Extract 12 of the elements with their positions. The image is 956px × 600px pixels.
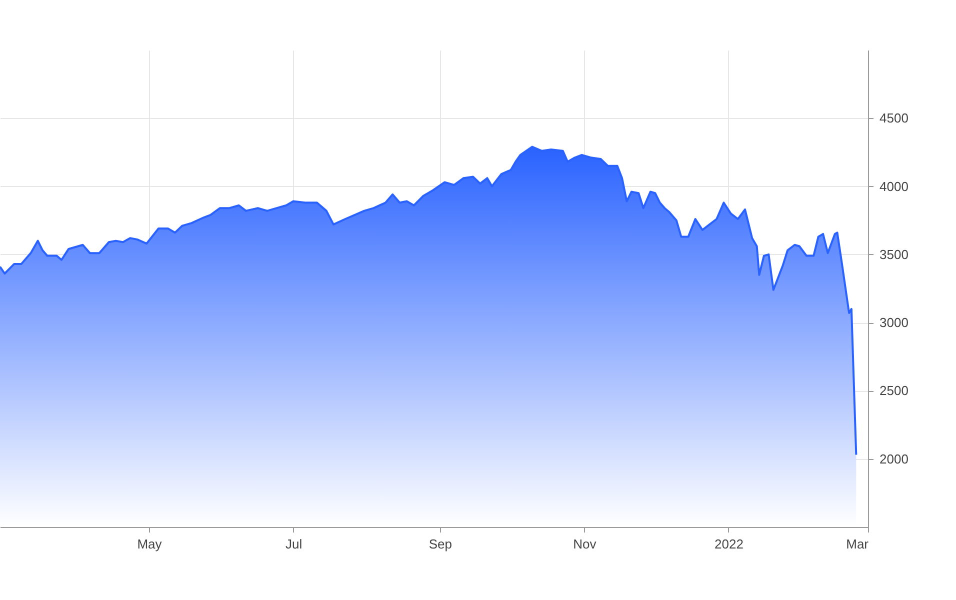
y-tick-label: 3500	[880, 246, 908, 262]
y-tick-label: 2500	[880, 383, 908, 398]
x-tick-label: May	[137, 536, 162, 552]
x-tick-label: 2022	[714, 536, 744, 552]
x-tick-label: Jul	[285, 536, 302, 552]
x-tick-label: Nov	[573, 536, 597, 552]
y-tick-label: 3000	[880, 315, 908, 330]
y-tick-label: 4500	[880, 110, 908, 126]
x-tick-label: Sep	[428, 536, 452, 552]
x-tick-label: Mar	[846, 536, 870, 552]
y-tick-label: 4000	[880, 178, 908, 194]
y-tick-label: 2000	[880, 451, 908, 466]
